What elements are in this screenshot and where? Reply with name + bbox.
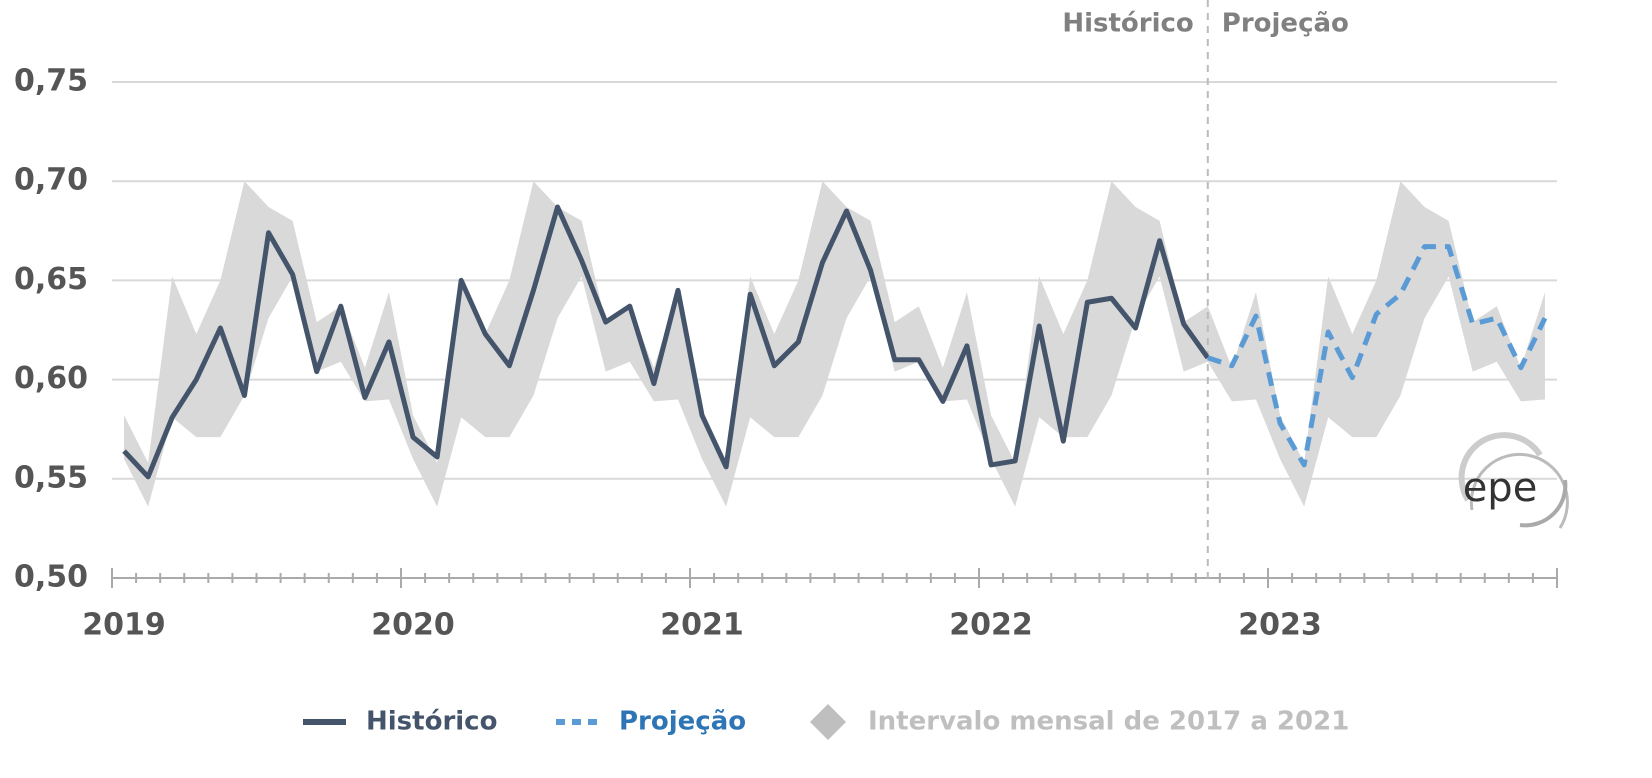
- y-tick-label: 0,50: [14, 560, 88, 595]
- series-line: [1207, 244, 1548, 468]
- x-tick-label: 2023: [1238, 608, 1322, 643]
- legend-label: Histórico: [366, 707, 497, 737]
- y-tick-label: 0,65: [14, 262, 88, 297]
- logo-text: epe: [1463, 465, 1538, 511]
- legend-label: Intervalo mensal de 2017 a 2021: [868, 707, 1349, 737]
- x-tick-label: 2019: [82, 608, 166, 643]
- y-tick-label: 0,55: [14, 460, 88, 495]
- x-tick-label: 2020: [371, 608, 455, 643]
- legend-item: Intervalo mensal de 2017 a 2021: [810, 704, 1349, 740]
- annotation: Histórico: [1062, 9, 1193, 39]
- y-tick-label: 0,60: [14, 361, 88, 396]
- x-tick-label: 2022: [949, 608, 1033, 643]
- x-tick-label: 2021: [660, 608, 744, 643]
- legend-item: Projeção: [556, 707, 746, 737]
- series-line: [122, 204, 1210, 480]
- y-tick-label: 0,70: [14, 163, 88, 198]
- logo: epe: [1458, 432, 1569, 529]
- y-tick-label: 0,75: [14, 64, 88, 99]
- annotation: Projeção: [1222, 9, 1349, 39]
- legend-symbol: [810, 704, 846, 740]
- legend-label: Projeção: [619, 707, 746, 737]
- interval-band: [124, 181, 1545, 507]
- legend-item: Histórico: [303, 707, 497, 737]
